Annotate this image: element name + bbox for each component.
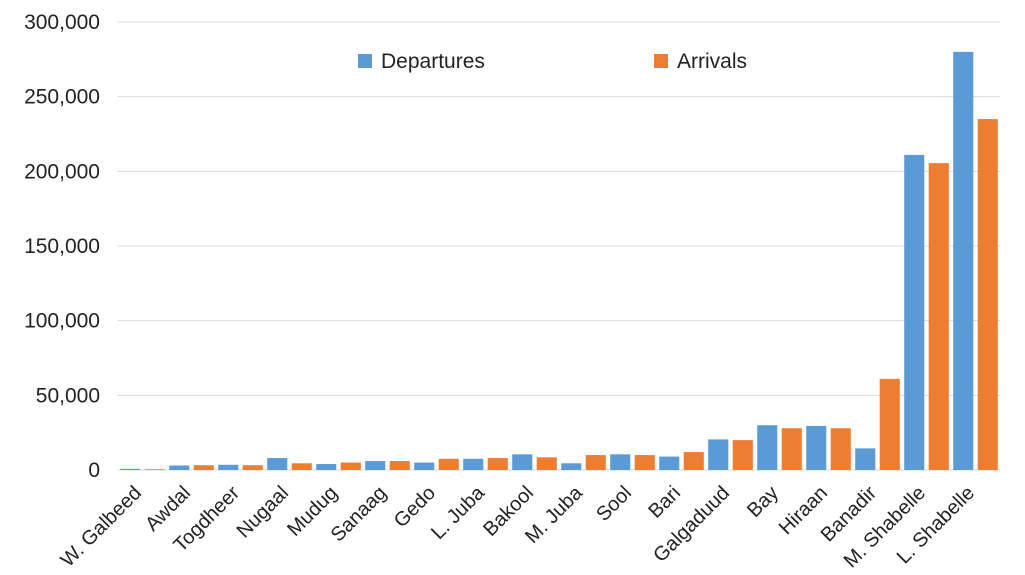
bar-arrivals: [928, 163, 949, 470]
legend-label-arrivals: Arrivals: [677, 50, 747, 73]
x-category-label: L. Juba: [427, 481, 490, 544]
bar-arrivals: [536, 457, 557, 470]
y-tick-label: 300,000: [24, 11, 100, 34]
x-category-label: Sanaag: [327, 482, 391, 546]
bar-arrivals: [487, 458, 508, 470]
bar-arrivals: [830, 428, 851, 470]
y-tick-label: 50,000: [36, 384, 100, 407]
bar-arrivals: [242, 465, 263, 470]
bar-departures: [806, 425, 827, 470]
bar-departures: [953, 51, 974, 471]
y-tick-label: 0: [88, 459, 100, 482]
bar-arrivals: [977, 119, 998, 470]
bar-departures: [610, 454, 631, 470]
bar-departures: [757, 425, 778, 470]
bar-arrivals: [438, 458, 459, 470]
bar-departures: [316, 464, 337, 470]
x-category-label: Bay: [743, 482, 783, 522]
y-tick-label: 100,000: [24, 310, 100, 333]
legend-swatch-arrivals: [654, 54, 668, 68]
bar-departures: [561, 463, 582, 470]
bar-departures: [855, 448, 876, 470]
bar-departures: [659, 456, 680, 470]
bar-departures: [463, 458, 484, 470]
bar-departures: [218, 464, 239, 470]
y-tick-label: 200,000: [24, 160, 100, 183]
bar-arrivals: [683, 452, 704, 470]
x-category-label: W. Galbeed: [57, 482, 146, 571]
x-axis-category-labels: W. GalbeedAwdalTogdheerNugaalMudugSanaag…: [57, 481, 979, 572]
bar-departures: [708, 439, 729, 470]
legend: Departures Arrivals: [358, 50, 747, 73]
x-category-label: Sool: [592, 482, 636, 526]
bar-arrivals: [340, 462, 361, 470]
bar-departures: [267, 458, 288, 470]
bar-arrivals: [585, 455, 606, 470]
legend-label-departures: Departures: [381, 50, 485, 73]
bar-arrivals: [193, 465, 214, 470]
bars: [120, 51, 998, 471]
bar-arrivals: [144, 469, 165, 470]
y-tick-label: 150,000: [24, 235, 100, 258]
y-axis-tick-labels: 0 50,000 100,000 150,000 200,000 250,000 300,0…: [24, 11, 100, 482]
legend-swatch-departures: [358, 54, 372, 68]
bar-arrivals: [781, 428, 802, 470]
bar-arrivals: [389, 461, 410, 470]
x-category-label: Nugaal: [233, 482, 293, 542]
bar-departures: [904, 154, 925, 470]
gridlines: [118, 21, 1000, 471]
bar-arrivals: [879, 378, 900, 470]
bar-arrivals: [732, 440, 753, 470]
bar-arrivals: [634, 455, 655, 470]
bar-departures: [512, 454, 533, 470]
bar-departures: [365, 461, 386, 470]
y-tick-label: 250,000: [24, 86, 100, 109]
bar-departures: [414, 462, 435, 470]
bar-departures: [120, 468, 141, 470]
bar-arrivals: [291, 463, 312, 470]
x-category-label: Bari: [644, 482, 685, 523]
bar-departures: [169, 465, 190, 470]
